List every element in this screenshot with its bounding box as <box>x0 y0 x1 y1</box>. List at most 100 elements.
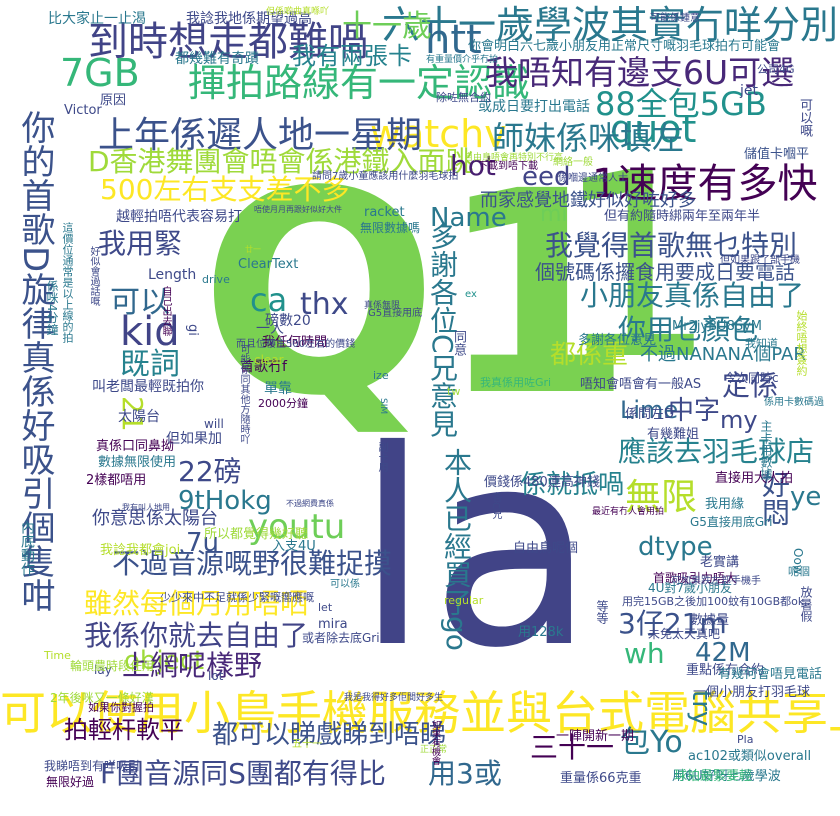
word-item: 五十一 <box>292 739 322 750</box>
word-item: 我諗我都會joi <box>100 543 181 558</box>
word-item: 三十一 <box>530 731 615 764</box>
word-item: 包Yo <box>620 725 683 760</box>
word-item: hot <box>450 149 496 182</box>
word-item: 儲值卡嗰平 <box>744 147 810 162</box>
word-item: 都係重 <box>550 340 629 370</box>
word-item: 本人已經買了go <box>440 448 473 651</box>
word-item: G5直接用底 <box>368 308 423 319</box>
word-item: 拍輕杆軟平 <box>64 716 184 744</box>
word-item: 我有兩張卡 <box>292 42 412 70</box>
word-item: 到時想走都難喎 <box>88 19 368 65</box>
word-item: 一陣開新一期 <box>556 729 635 744</box>
word-item: 自己出去聯 <box>160 286 171 336</box>
word-item: 請問7歲小童應該用什麼羽毛球拍 <box>312 171 459 182</box>
word-item: 都可以睇戲睇到唔睇 <box>212 720 447 750</box>
word-item: 42M <box>695 638 751 668</box>
word-item: 但如果跟了部手機 <box>720 255 800 266</box>
word-item: 好悶 <box>758 470 791 526</box>
word-item: 但係啲曲真喺吖 <box>266 7 330 17</box>
word-item: mira <box>318 617 348 632</box>
word-item: 係嗰邊通常人士 <box>558 173 628 184</box>
word-item: 廿一 <box>245 245 261 254</box>
word-item: 或者除去底Gri <box>302 631 380 645</box>
word-item: try <box>686 690 716 727</box>
word-item: 十一歲 <box>342 9 432 44</box>
word-item: 用完15GB之後加100蚊有10GB都ok <box>622 595 805 608</box>
word-item: 呢個 <box>788 565 810 578</box>
word-item: 好似會過話嘅 <box>88 246 99 306</box>
word-item: 而家感覺地鐵好似好咗好多 <box>480 190 696 211</box>
word-item: 單靠 <box>264 381 292 397</box>
word-item: 但有約隨時綁兩年至兩年半 <box>604 209 761 224</box>
word-item: Lime <box>620 396 679 424</box>
word-item: 等等 <box>595 600 609 624</box>
word-item: 球拍最緊要輕 <box>674 769 753 784</box>
word-item: Q1 <box>200 132 633 458</box>
word-item: 可以 <box>110 285 170 320</box>
word-item: 最近有冇人會用拍 <box>592 507 665 517</box>
word-item: la <box>355 392 596 707</box>
word-item: 不過網費真係 <box>286 499 334 508</box>
word-item: 各C兄 <box>490 492 501 519</box>
word-item: 都幾難有奇蹟 <box>175 51 259 67</box>
word-item: drive <box>202 273 230 286</box>
word-item: 22磅 <box>178 455 242 488</box>
word-item: 多謝各位C兄意見 <box>426 222 459 438</box>
word-item: 我真係用咗Gri <box>480 376 552 389</box>
word-item: 88全包5GB <box>595 85 767 123</box>
word-item: let <box>318 601 333 614</box>
word-item: ac102或類似overall <box>688 749 812 764</box>
word-item: Victor <box>64 103 102 118</box>
word-item: Oow <box>791 548 805 575</box>
word-item: G5直接用底Gri <box>690 515 773 529</box>
word-item: Time <box>44 649 71 662</box>
word-item: 如果你對握拍 <box>88 701 154 714</box>
word-item: 個號碼係攞食用要成日要電話 <box>535 260 795 284</box>
word-item: 除咗無合約 <box>436 91 491 104</box>
word-item: 我睇唔到有咩吸引 <box>44 759 141 773</box>
word-item: dtype <box>638 532 713 562</box>
word-item: 我唔知有邊支6U可選 <box>485 53 795 92</box>
word-item: 應該去羽毛球店 <box>618 435 815 468</box>
word-item: 9tHokg <box>178 486 272 516</box>
word-item: 叫老闆最輕既拍你 <box>92 379 204 395</box>
word-item: 真係口同鼻拗 <box>96 439 175 454</box>
word-item: 六十一歲學波其實冇咩分別 <box>381 3 838 47</box>
word-item: 既詞 <box>120 347 180 382</box>
word-item: quot <box>610 107 697 151</box>
word-item: 自由鳥唔會再特別不行高 <box>464 153 564 163</box>
word-item: 直接用大人拍 <box>715 471 794 486</box>
word-item: 係就抵喎 <box>520 470 625 500</box>
word-item: wh <box>624 637 665 670</box>
word-item: 我用緊 <box>98 227 183 260</box>
word-item: watchv <box>370 112 507 156</box>
word-item: ca <box>250 281 288 319</box>
word-item: 係用卡數碼過 <box>764 397 824 408</box>
word-item: 太陽台 <box>118 409 160 425</box>
word-item: 500左右支支差不多 <box>100 173 350 206</box>
word-item: 7GB <box>60 51 140 95</box>
word-item: 師妹係咪填左 <box>492 119 685 157</box>
word-item: 1速度有多快 <box>592 161 818 207</box>
word-item: 所以都覺得幾好聽 <box>204 527 309 542</box>
word-item: 用6U好呀七歲學波 <box>672 769 781 784</box>
word-item: 公司4G <box>757 63 795 76</box>
word-item: 始終唔想簽約 <box>795 310 808 376</box>
word-item: 你的首歌D旋律真係好吸引個隻咁 <box>15 110 55 613</box>
word-item: eed <box>522 162 571 192</box>
word-item: 上年係遲人地一星期 <box>98 115 423 156</box>
word-item: racket <box>364 205 405 220</box>
word-item: 可以使用小鳥手機服務並與台式電腦共享上網 <box>0 686 840 740</box>
word-item: SIM <box>378 398 388 415</box>
word-item: 有幾難姐 <box>647 427 700 442</box>
word-item: 有重量價介乎冇拍 <box>426 55 499 65</box>
word-item: 我用緣 <box>705 497 745 512</box>
word-item: htt <box>425 17 482 63</box>
word-item: 無限 <box>625 477 698 518</box>
word-item: 3仔21m <box>618 607 727 640</box>
word-item: 主卡用數據 <box>759 420 773 480</box>
word-item: 一人 <box>256 321 284 337</box>
word-item: 係問左D <box>625 407 675 422</box>
word-item: 2年後咪又一條好漢 <box>50 691 154 705</box>
